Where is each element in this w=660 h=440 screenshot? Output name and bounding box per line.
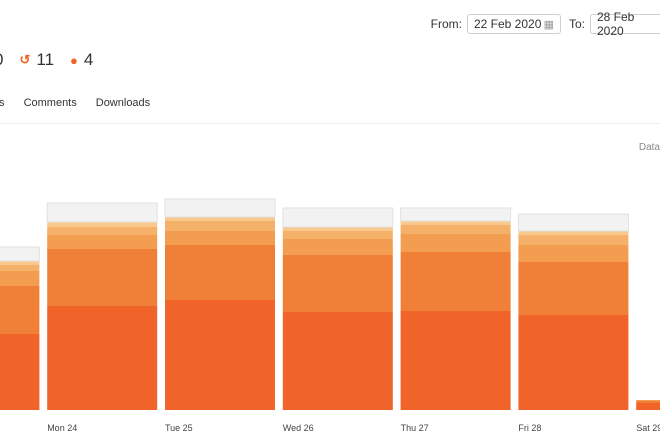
bar-segment[interactable] [0,271,40,286]
bar-segment[interactable] [518,235,629,245]
bar-segment[interactable] [518,245,629,262]
bar-segment[interactable] [47,222,158,227]
stats-bar: 0 ↺ 11 ● 4 [0,50,109,70]
bar-segment[interactable] [400,311,511,410]
bar-segment[interactable] [282,255,393,312]
bar-segment[interactable] [47,235,158,249]
stat-comments: ● 4 [70,50,93,70]
bar-segment[interactable] [47,249,158,306]
bar-segment[interactable] [518,262,629,315]
bar-segment[interactable] [400,252,511,311]
tab-partial[interactable]: ts [0,97,5,109]
tab-downloads[interactable]: Downloads [95,97,151,109]
to-label: To: [568,17,585,31]
bar-segment[interactable] [0,246,40,262]
bar-group[interactable] [400,207,512,410]
x-tick-label: Thu 27 [401,423,429,433]
x-tick-label: Mon 24 [47,423,77,433]
bar-segment[interactable] [47,227,158,235]
bar-segment[interactable] [282,239,393,255]
bar-segment[interactable] [636,403,660,410]
x-tick-label: Sat 29 [636,423,660,433]
bar-segment[interactable] [400,207,512,222]
bar-segment[interactable] [636,400,660,401]
bar-segment[interactable] [282,227,393,231]
from-label: From: [430,17,462,31]
bar-segment[interactable] [400,221,511,225]
bar-segment[interactable] [165,300,275,410]
bar-segment[interactable] [0,261,40,265]
x-tick-label: Wed 26 [283,423,314,433]
bar-segment[interactable] [282,312,393,410]
stat-retweets-value: 11 [36,50,55,69]
bar-group[interactable] [164,198,276,410]
date-range-bar: From: 22 Feb 2020 ▦ To: 28 Feb 2020 [430,10,660,38]
comment-icon: ● [70,52,78,68]
from-date-input[interactable]: 22 Feb 2020 ▦ [466,14,561,34]
x-tick-label: Fri 28 [518,423,541,433]
stat-first-value: 0 [0,50,3,70]
bar-segment[interactable] [46,202,158,223]
bar-group[interactable] [282,207,394,410]
bar-segment[interactable] [518,315,629,410]
bar-segment[interactable] [47,306,158,410]
bar-group[interactable] [0,246,40,410]
bar-segment[interactable] [0,265,40,271]
bar-segment[interactable] [164,198,276,218]
bar-segment[interactable] [517,213,629,232]
bar-segment[interactable] [165,221,275,231]
to-date-input[interactable]: 28 Feb 2020 [590,10,660,38]
tab-comments[interactable]: Comments [23,97,77,109]
stat-retweets: ↺ 11 [19,50,54,70]
stat-first: 0 [0,50,3,70]
to-date-value: 28 Feb 2020 [597,10,635,38]
bar-group[interactable] [46,202,158,410]
bar-segment[interactable] [165,245,275,300]
bar-segment[interactable] [636,401,660,403]
bar-segment[interactable] [165,231,275,245]
tab-divider [0,123,660,124]
legend-note: Data [638,142,660,153]
bar-segment[interactable] [282,231,393,239]
bar-segment[interactable] [400,225,511,234]
bar-segment[interactable] [165,217,275,221]
bar-segment[interactable] [518,231,629,235]
x-tick-label: Tue 25 [165,423,193,433]
tab-bar: ts Comments Downloads [0,97,169,109]
calendar-icon[interactable]: ▦ [543,18,554,31]
bar-group[interactable] [636,400,660,410]
bar-segment[interactable] [400,234,511,252]
from-date-value: 22 Feb 2020 [473,17,542,31]
bar-segment[interactable] [0,286,40,334]
bar-segment[interactable] [0,334,40,410]
bar-segment[interactable] [282,207,394,228]
bar-group[interactable] [517,213,629,410]
retweet-icon: ↺ [19,52,31,67]
stat-comments-value: 4 [83,50,94,69]
